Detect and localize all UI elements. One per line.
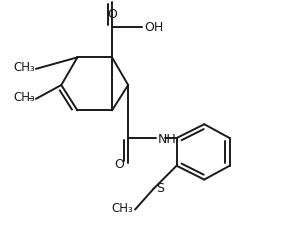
Text: CH₃: CH₃ [13,90,35,103]
Text: CH₃: CH₃ [13,60,35,73]
Text: NH: NH [158,132,177,145]
Text: S: S [156,181,164,194]
Text: CH₃: CH₃ [111,201,133,214]
Text: –: – [28,92,34,105]
Text: OH: OH [144,21,164,33]
Text: O: O [114,157,124,170]
Text: O: O [107,8,117,21]
